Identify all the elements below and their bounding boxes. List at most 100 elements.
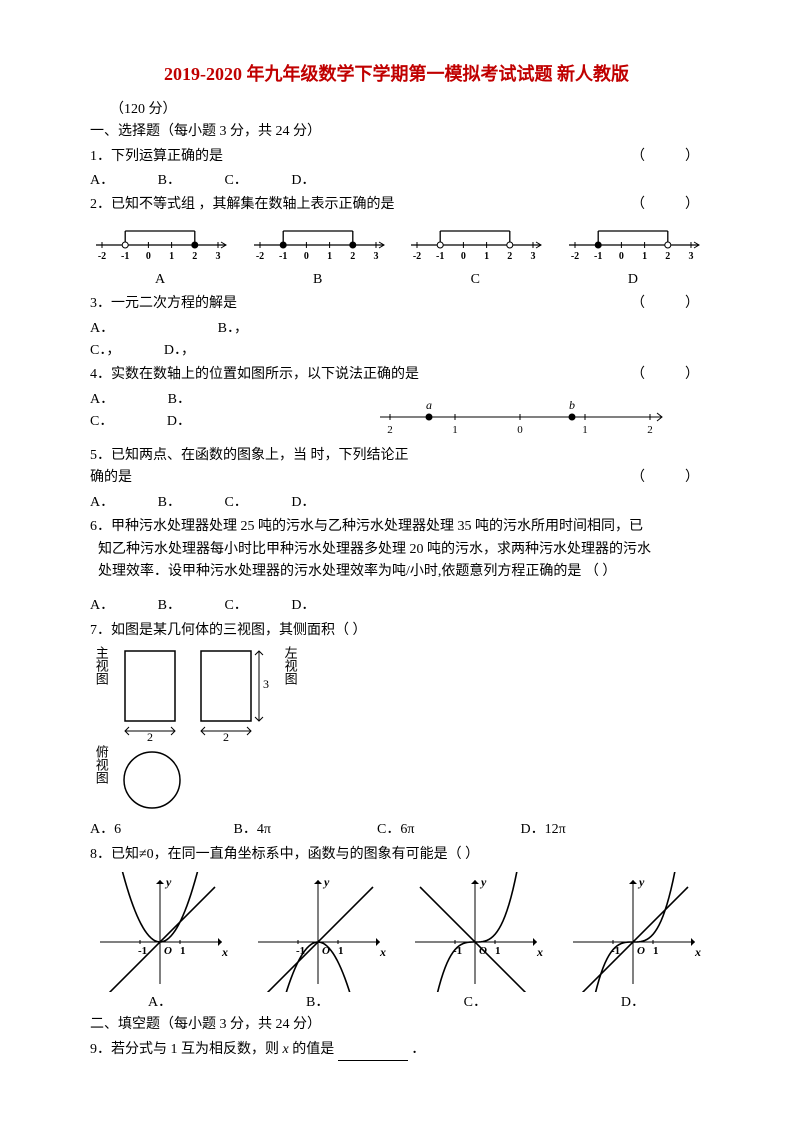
dim-3: 3 bbox=[263, 677, 269, 691]
q1-text: 1．下列运算正确的是 bbox=[90, 149, 223, 164]
section-2-header: 二、填空题（每小题 3 分，共 24 分） bbox=[90, 1014, 703, 1036]
svg-text:1: 1 bbox=[484, 251, 489, 262]
svg-text:-1: -1 bbox=[436, 251, 444, 262]
q4-text: 4．实数在数轴上的位置如图所示，以下说法正确的是 bbox=[90, 367, 419, 382]
q8-text: 8．已知≠0，在同一直角坐标系中，函数与的图象有可能是（ ） bbox=[90, 844, 703, 866]
q5-options: A． B． C． D． bbox=[90, 492, 703, 514]
svg-text:y: y bbox=[322, 875, 330, 889]
q8-graphs: yxO-11A．yxO-11B．yxO-11C．yxO-11D． bbox=[90, 872, 703, 1014]
page-title: 2019-2020 年九年级数学下学期第一模拟考试试题 新人教版 bbox=[90, 60, 703, 89]
numberline-b: -2-10123B bbox=[248, 221, 388, 291]
q5: 5．已知两点、在函数的图象上，当 时，下列结论正 确的是 （ ） bbox=[90, 445, 703, 490]
svg-text:2: 2 bbox=[665, 251, 670, 262]
svg-text:a: a bbox=[426, 398, 432, 412]
svg-text:3: 3 bbox=[216, 251, 221, 262]
opt-d: D．12π bbox=[521, 819, 661, 841]
side-view-icon: 2 3 bbox=[193, 646, 273, 741]
opt-b: B． bbox=[158, 595, 181, 617]
opt-b: B． bbox=[168, 389, 191, 411]
svg-text:x: x bbox=[221, 945, 228, 959]
graph-b: yxO-11B． bbox=[248, 872, 388, 1014]
svg-text:1: 1 bbox=[338, 945, 344, 957]
numberline-c: -2-10123C bbox=[405, 221, 545, 291]
answer-paren: （ ） bbox=[631, 293, 703, 315]
svg-text:2: 2 bbox=[350, 251, 355, 262]
answer-paren: （ ） bbox=[631, 194, 703, 216]
q1: 1．下列运算正确的是 （ ） bbox=[90, 146, 703, 168]
fill-blank bbox=[338, 1046, 408, 1061]
opt-b: B． bbox=[158, 492, 181, 514]
top-view-label: 俯视图 bbox=[90, 745, 111, 784]
opt-c: C．， bbox=[90, 340, 120, 362]
q6-options: A． B． C． D． bbox=[90, 595, 703, 617]
svg-text:1: 1 bbox=[169, 251, 174, 262]
svg-text:O: O bbox=[637, 945, 645, 957]
svg-text:y: y bbox=[479, 875, 487, 889]
svg-text:1: 1 bbox=[180, 945, 186, 957]
q7-views-bottom: 俯视图 bbox=[90, 745, 703, 815]
opt-c: C． bbox=[224, 595, 247, 617]
opt-b: B．， bbox=[218, 318, 248, 340]
svg-text:y: y bbox=[164, 875, 172, 889]
opt-a: A． bbox=[90, 389, 114, 411]
svg-text:1: 1 bbox=[582, 424, 588, 435]
opt-a: A． bbox=[90, 170, 114, 192]
svg-text:0: 0 bbox=[304, 251, 309, 262]
total-score: （120 分） bbox=[110, 99, 703, 121]
opt-c: C． bbox=[224, 492, 247, 514]
top-view-icon bbox=[117, 745, 187, 815]
svg-text:-2: -2 bbox=[571, 251, 579, 262]
q5-text1: 5．已知两点、在函数的图象上，当 时，下列结论正 bbox=[90, 445, 703, 467]
opt-a: A． bbox=[90, 318, 114, 340]
svg-text:2: 2 bbox=[647, 424, 653, 435]
numberline-a: -2-10123A bbox=[90, 221, 230, 291]
svg-text:1: 1 bbox=[495, 945, 501, 957]
svg-text:x: x bbox=[379, 945, 386, 959]
q2: 2．已知不等式组 ，其解集在数轴上表示正确的是 （ ） bbox=[90, 194, 703, 216]
q6: 6．甲种污水处理器处理 25 吨的污水与乙种污水处理器处理 35 吨的污水所用时… bbox=[90, 516, 703, 583]
opt-d: D．， bbox=[164, 340, 195, 362]
q9-b: 的值是 bbox=[289, 1042, 335, 1057]
svg-text:-2: -2 bbox=[98, 251, 106, 262]
svg-text:O: O bbox=[164, 945, 172, 957]
opt-d: D． bbox=[167, 411, 191, 433]
opt-d: D． bbox=[291, 595, 315, 617]
svg-text:-2: -2 bbox=[413, 251, 421, 262]
opt-a: A．6 bbox=[90, 819, 230, 841]
opt-d: D． bbox=[291, 170, 315, 192]
opt-c: C． bbox=[90, 411, 113, 433]
q2-numberlines: -2-10123A-2-10123B-2-10123C-2-10123D bbox=[90, 221, 703, 291]
q4: 4．实数在数轴上的位置如图所示，以下说法正确的是 （ ） bbox=[90, 364, 703, 386]
svg-text:x: x bbox=[694, 945, 701, 959]
graph-a: yxO-11A． bbox=[90, 872, 230, 1014]
svg-text:y: y bbox=[637, 875, 645, 889]
dim-2: 2 bbox=[147, 730, 153, 741]
graph-label: C． bbox=[405, 992, 545, 1014]
q7-text: 7．如图是某几何体的三视图，其侧面积（ ） bbox=[90, 620, 703, 642]
svg-text:3: 3 bbox=[531, 251, 536, 262]
q1-options: A． B． C． D． bbox=[90, 170, 703, 192]
q3-options-row2: C．， D．， bbox=[90, 340, 703, 362]
q9-a: 9．若分式与 1 互为相反数，则 bbox=[90, 1042, 283, 1057]
svg-text:-1: -1 bbox=[279, 251, 287, 262]
svg-text:3: 3 bbox=[688, 251, 693, 262]
front-view-icon: 2 bbox=[117, 646, 187, 741]
q7-views-top: 主视图 2 2 3 左视图 bbox=[90, 646, 703, 741]
svg-text:0: 0 bbox=[146, 251, 151, 262]
section-1-header: 一、选择题（每小题 3 分，共 24 分） bbox=[90, 121, 703, 143]
q9: 9．若分式与 1 互为相反数，则 x 的值是 ． bbox=[90, 1039, 703, 1061]
opt-d: D． bbox=[291, 492, 315, 514]
answer-paren: （ ） bbox=[631, 467, 703, 489]
answer-paren: （ ） bbox=[631, 364, 703, 386]
svg-text:1: 1 bbox=[452, 424, 458, 435]
graph-label: B． bbox=[248, 992, 388, 1014]
opt-c: C． bbox=[224, 170, 247, 192]
numberline-label: A bbox=[90, 269, 230, 291]
q3-options-row1: A． B．， bbox=[90, 318, 703, 340]
q6-l1: 6．甲种污水处理器处理 25 吨的污水与乙种污水处理器处理 35 吨的污水所用时… bbox=[90, 516, 703, 538]
svg-text:-2: -2 bbox=[255, 251, 263, 262]
q2-text: 2．已知不等式组 ，其解集在数轴上表示正确的是 bbox=[90, 197, 395, 212]
svg-text:1: 1 bbox=[653, 945, 659, 957]
svg-text:0: 0 bbox=[461, 251, 466, 262]
q5-text2: 确的是 bbox=[90, 470, 132, 485]
